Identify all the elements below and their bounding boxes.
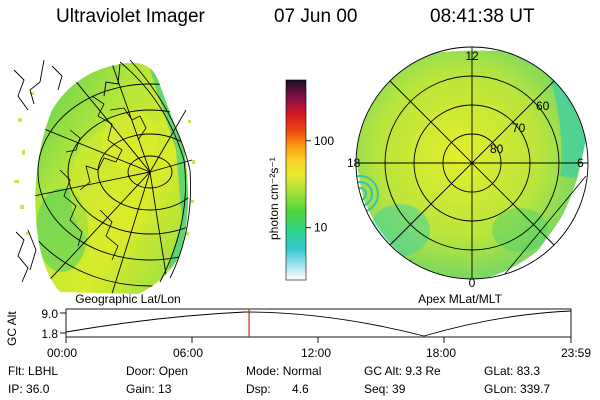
info-glon: GLon: 339.7 <box>484 382 551 396</box>
apex-caption: Apex MLat/MLT <box>418 292 502 306</box>
info-ip: IP: 36.0 <box>8 382 50 396</box>
timeline-xtick-0600: 06:00 <box>173 346 203 360</box>
mlt-label-noon: 12 <box>465 49 479 63</box>
header-time: 08:41:38 UT <box>430 6 535 27</box>
mlt-label-dawn: 6 <box>577 156 584 170</box>
timeline-xtick-1200: 12:00 <box>301 346 331 360</box>
info-gc-alt: GC Alt: 9.3 Re <box>364 364 441 378</box>
timeline-ytick-low: 1.8 <box>41 327 58 341</box>
timeline-xtick-0000: 00:00 <box>47 346 77 360</box>
color-bar-tick-label-100: 100 <box>314 134 334 148</box>
info-door: Door: Open <box>126 364 189 378</box>
apex-image: 12 18 6 0 60 70 80 <box>347 46 589 290</box>
geographic-image <box>13 59 195 294</box>
info-mode: Mode: Normal <box>246 364 322 378</box>
app-title: Ultraviolet Imager <box>56 6 205 27</box>
mlat-label-70: 70 <box>512 121 526 135</box>
timeline-xtick-2359: 23:59 <box>561 346 591 360</box>
mlat-label-60: 60 <box>536 99 550 113</box>
mlt-label-midnight: 0 <box>469 276 476 290</box>
altitude-timeline: GC Alt 9.0 1.8 00:00 06:00 12:00 18:00 2… <box>5 307 591 360</box>
info-gain: Gain: 13 <box>126 382 172 396</box>
mlat-label-80: 80 <box>490 142 504 156</box>
color-bar-unit-label: photon cm⁻²s⁻¹ <box>267 157 281 240</box>
mlt-label-dusk: 18 <box>347 156 361 170</box>
info-glat: GLat: 83.3 <box>484 364 541 378</box>
info-filter: Flt: LBHL <box>8 364 59 378</box>
info-dsp: Dsp: 4.6 <box>246 382 309 396</box>
geographic-caption: Geographic Lat/Lon <box>75 292 180 306</box>
timeline-xtick-1800: 18:00 <box>426 346 456 360</box>
timeline-ytick-high: 9.0 <box>41 307 58 321</box>
timeline-ylabel: GC Alt <box>5 311 19 346</box>
color-bar-tick-label-10: 10 <box>314 221 328 235</box>
color-bar-ticks: 10 100 <box>306 134 334 235</box>
header-date: 07 Jun 00 <box>274 6 358 27</box>
color-bar: 10 100 photon cm⁻²s⁻¹ <box>267 79 334 281</box>
info-seq: Seq: 39 <box>364 382 406 396</box>
